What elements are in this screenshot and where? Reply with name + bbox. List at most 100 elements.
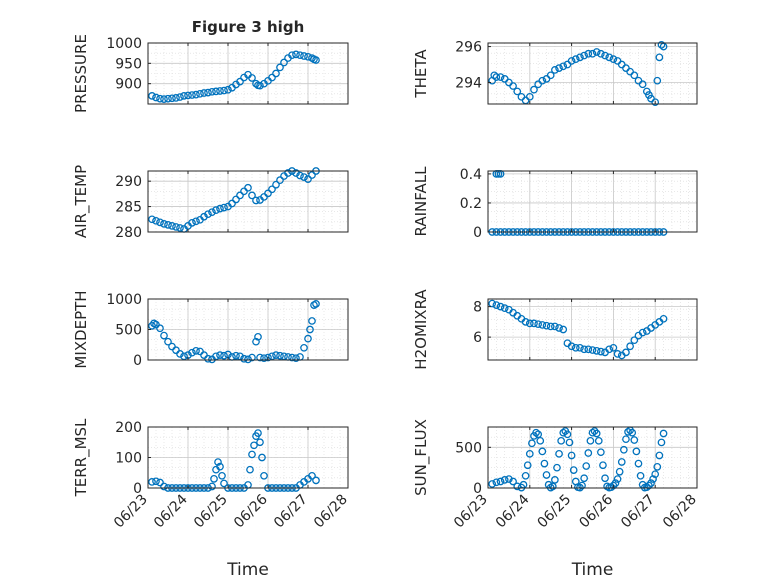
data-point xyxy=(613,350,622,358)
data-point xyxy=(555,324,563,332)
data-point xyxy=(156,218,164,227)
data-point xyxy=(509,477,517,486)
x-axis-label: Time xyxy=(226,560,269,580)
x-tick-label: 06/27 xyxy=(271,492,311,532)
y-tick-label: 0.4 xyxy=(460,167,482,183)
data-point xyxy=(615,467,624,476)
data-point xyxy=(156,478,164,487)
data-point xyxy=(571,343,580,352)
data-point xyxy=(192,346,200,355)
data-point xyxy=(659,429,668,438)
data-point xyxy=(513,87,522,96)
y-tick-label: 280 xyxy=(115,225,142,241)
subplot-4: 0.4 0.2 0 RAINFALL xyxy=(412,166,698,241)
data-point xyxy=(540,459,549,468)
data-point xyxy=(220,86,228,95)
data-point xyxy=(534,320,543,329)
data-point xyxy=(272,69,280,78)
data-point xyxy=(256,438,264,447)
data-point xyxy=(636,471,645,480)
data-point xyxy=(653,463,662,471)
y-axis-label: THETA xyxy=(412,49,430,99)
data-point xyxy=(617,458,626,466)
x-tick-label: 06/28 xyxy=(311,492,351,532)
data-point xyxy=(571,55,580,63)
data-point xyxy=(152,93,160,102)
data-point xyxy=(210,474,218,483)
data-point xyxy=(200,351,208,359)
data-point xyxy=(534,430,543,439)
data-point xyxy=(588,346,597,354)
data-point xyxy=(500,304,509,312)
data-point xyxy=(164,94,172,103)
data-point xyxy=(592,346,601,355)
data-point xyxy=(196,347,204,356)
subplot-7: 200 100 006/23 06/24 06/25 06/26 06/27 06/28 Tim… xyxy=(72,418,351,580)
y-axis-label: MIXDEPTH xyxy=(72,290,90,368)
data-point xyxy=(509,82,517,90)
data-point xyxy=(192,90,200,99)
data-point xyxy=(172,346,180,355)
data-point xyxy=(176,224,184,232)
data-point xyxy=(655,451,664,460)
data-point xyxy=(220,479,228,488)
y-tick-label: 900 xyxy=(115,77,142,93)
data-point xyxy=(208,208,216,217)
data-point xyxy=(212,87,220,96)
data-point xyxy=(601,51,609,60)
subplot-8: 500 006/23 06/24 06/25 06/26 06/27 06/28 Time SU… xyxy=(412,419,700,580)
data-point xyxy=(576,343,584,352)
data-point xyxy=(551,476,559,484)
x-axis-label: Time xyxy=(571,560,614,580)
y-tick-label: 6 xyxy=(473,330,482,346)
y-tick-label: 8 xyxy=(473,300,482,316)
data-point xyxy=(605,53,614,62)
data-point xyxy=(148,478,156,486)
data-point xyxy=(559,325,568,334)
data-point xyxy=(296,171,304,180)
subplot-2: 296 294 THETA xyxy=(412,40,698,107)
data-point xyxy=(500,476,509,484)
data-point xyxy=(216,351,224,359)
x-tick-label: 06/26 xyxy=(576,491,616,531)
data-point xyxy=(268,73,276,82)
data-point xyxy=(559,62,568,71)
data-point xyxy=(653,76,662,85)
data-point xyxy=(594,436,603,445)
data-point xyxy=(308,171,316,179)
y-tick-label: 296 xyxy=(455,40,482,56)
data-point xyxy=(492,478,501,487)
data-point xyxy=(599,461,607,470)
data-point xyxy=(607,483,616,492)
data-point xyxy=(248,450,256,459)
subplot-1: 1000 950 900 PRESSURE Figure 3 high xyxy=(72,18,349,113)
data-point xyxy=(204,88,212,97)
axes-box xyxy=(487,426,698,489)
data-point xyxy=(164,337,172,346)
data-point xyxy=(160,331,168,340)
data-point xyxy=(204,354,212,363)
data-point xyxy=(492,301,501,309)
y-tick-label: 100 xyxy=(115,451,142,467)
data-point xyxy=(196,89,204,98)
data-point xyxy=(148,215,156,224)
data-point xyxy=(555,449,563,458)
data-point xyxy=(312,476,320,485)
data-point xyxy=(532,428,540,437)
data-point xyxy=(578,481,586,490)
y-tick-label: 0 xyxy=(133,481,142,497)
data-point xyxy=(492,73,501,81)
data-point xyxy=(276,176,284,184)
chart-title: Figure 3 high xyxy=(192,18,305,36)
x-tick-label: 06/25 xyxy=(191,492,231,532)
y-axis-label: TERR_MSL xyxy=(72,418,91,497)
data-point xyxy=(212,206,220,214)
y-axis-label: RAINFALL xyxy=(412,166,430,237)
data-point xyxy=(300,52,308,60)
data-point xyxy=(244,355,252,364)
subplot-6: 8 6 H2OMIXRA xyxy=(412,289,698,370)
data-point xyxy=(168,94,176,103)
data-point xyxy=(586,436,595,445)
data-point xyxy=(525,449,534,458)
y-tick-label: 500 xyxy=(455,440,482,456)
